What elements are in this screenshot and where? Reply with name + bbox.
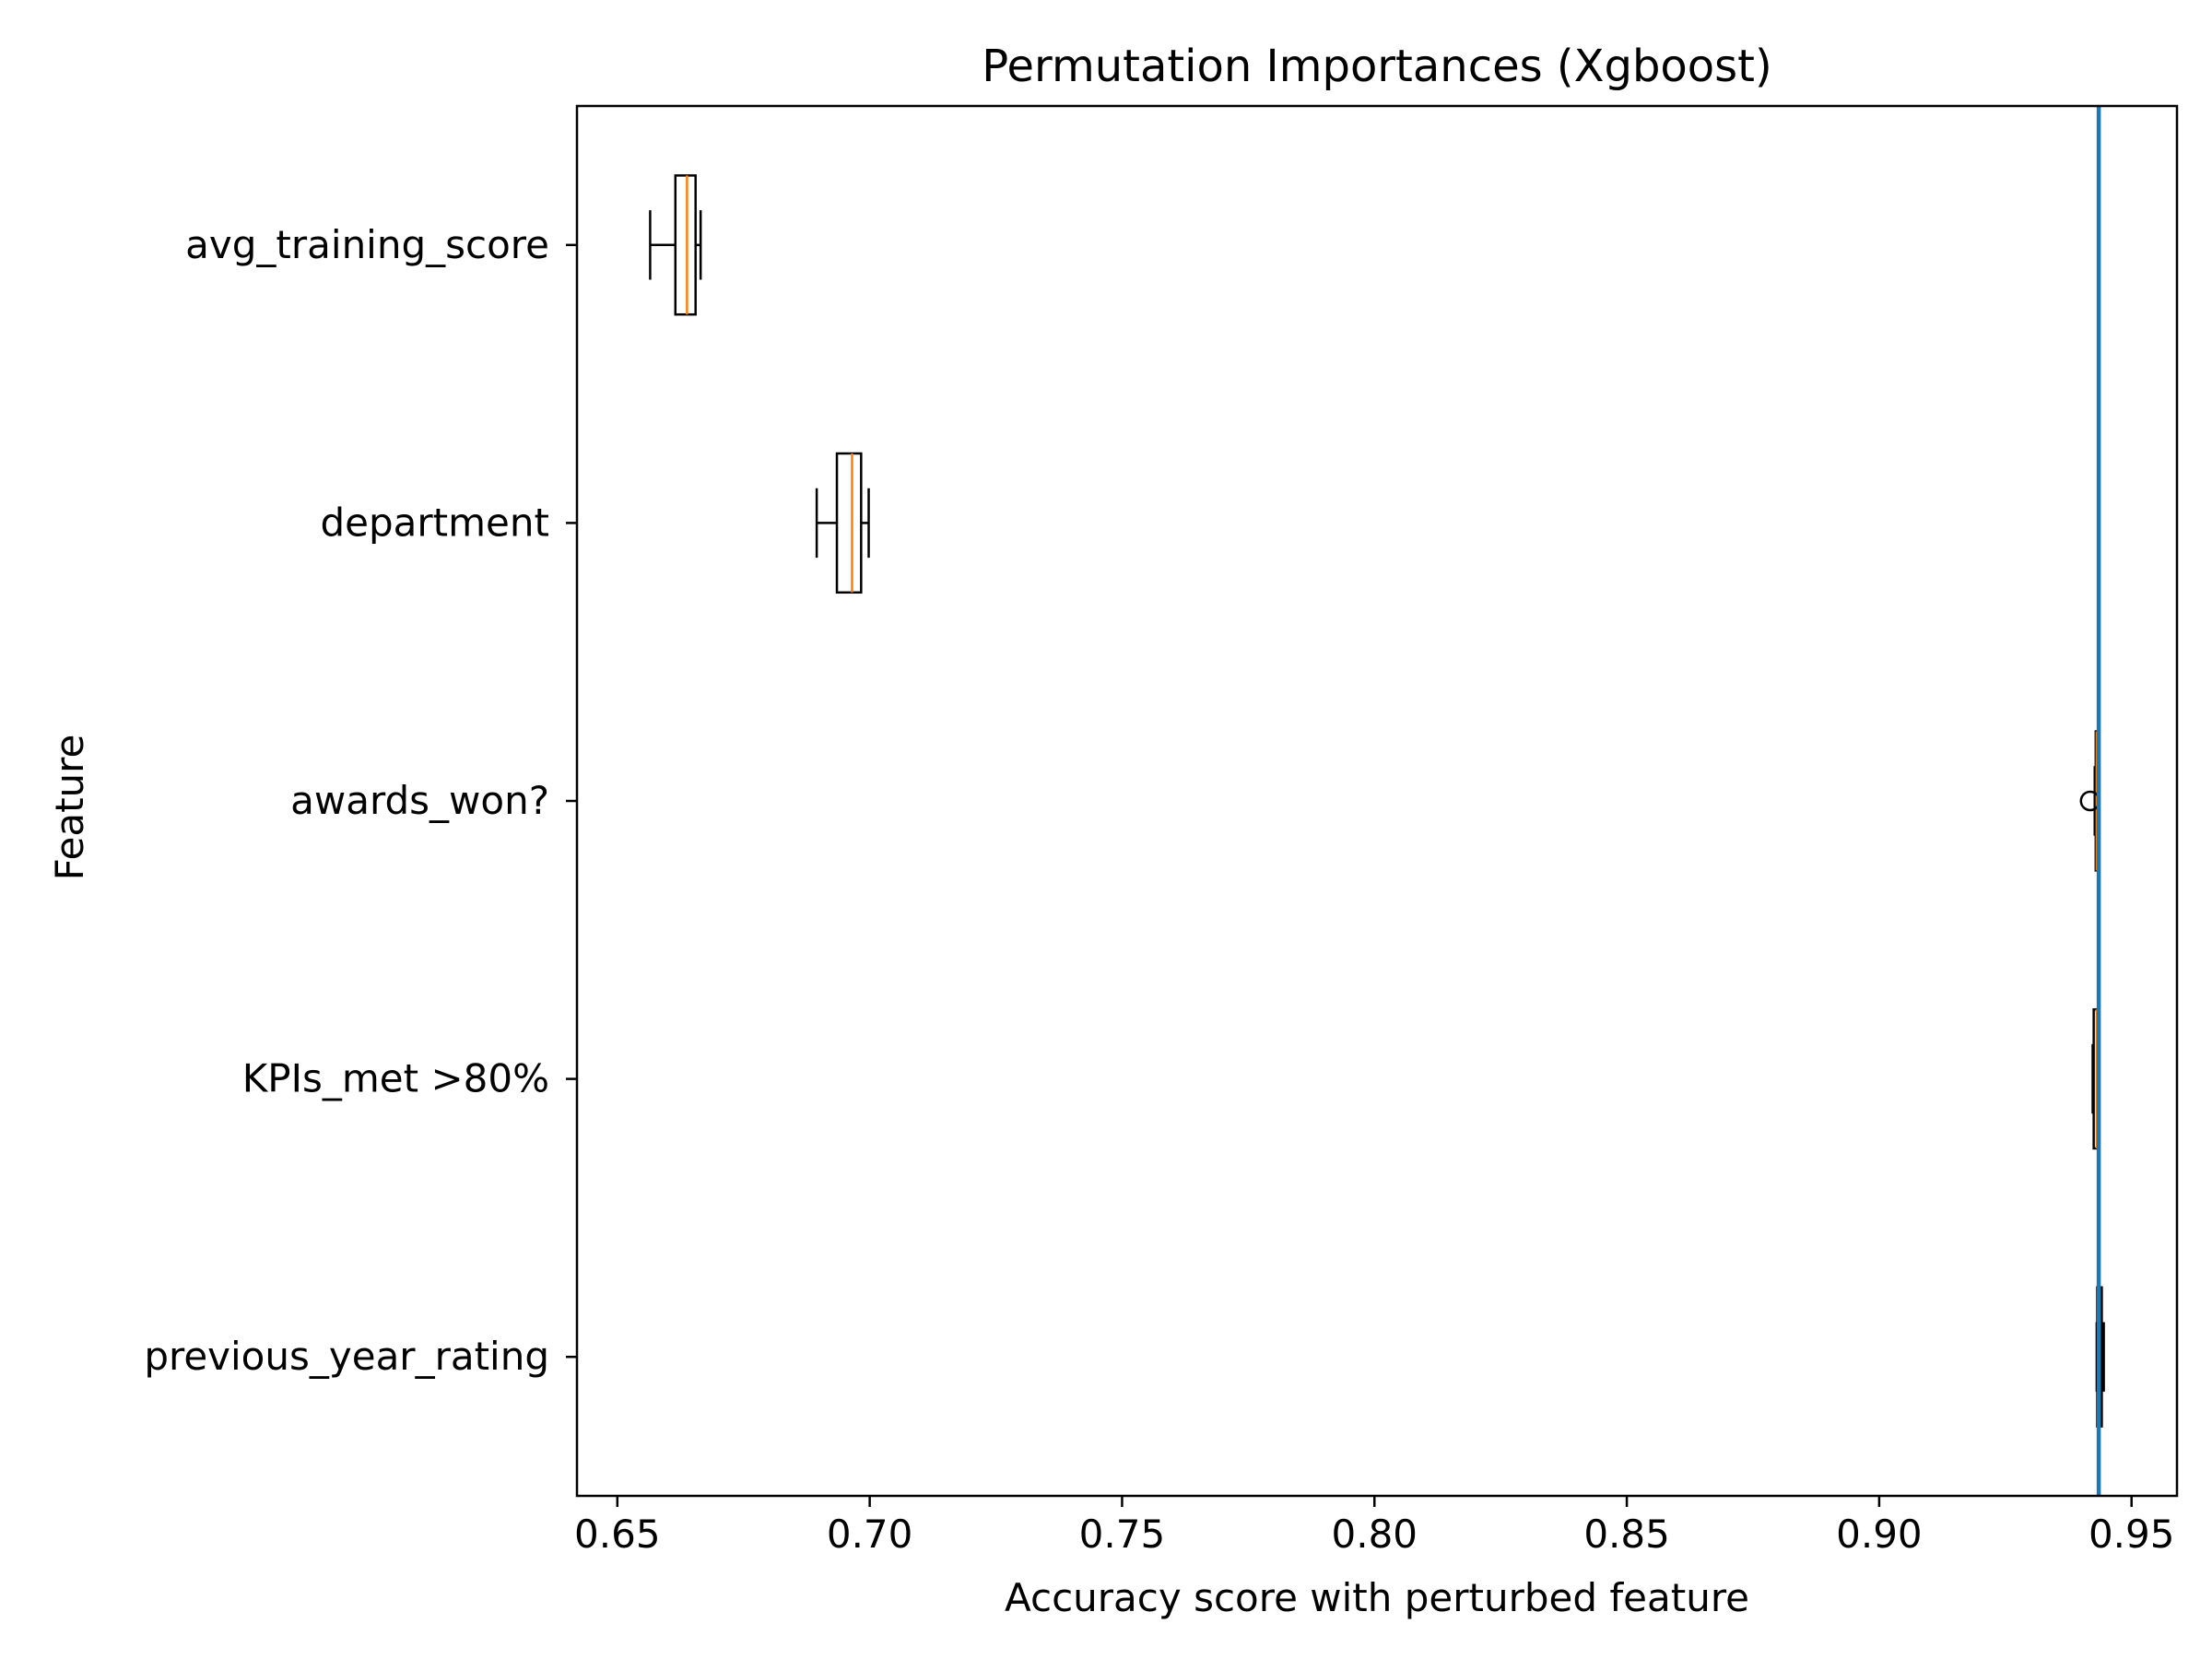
x-tick-label: 0.65 bbox=[574, 1512, 661, 1557]
x-tick-label: 0.70 bbox=[827, 1512, 913, 1557]
axis-ticks: 0.65 0.70 0.75 0.80 0.85 0.90 0.95 avg_training… bbox=[144, 222, 2174, 1557]
chart-title: Permutation Importances (Xgboost) bbox=[982, 41, 1771, 92]
x-axis-label: Accuracy score with perturbed feature bbox=[1005, 1575, 1749, 1620]
x-tick-label: 0.90 bbox=[1836, 1512, 1923, 1557]
box-group bbox=[815, 452, 870, 594]
box-group bbox=[2079, 730, 2101, 872]
y-tick-label: awards_won? bbox=[290, 778, 549, 823]
x-tick-label: 0.80 bbox=[1332, 1512, 1418, 1557]
x-tick-label: 0.75 bbox=[1079, 1512, 1166, 1557]
box-iqr bbox=[835, 452, 863, 594]
y-axis-label: Feature bbox=[47, 735, 92, 881]
y-tick-label: department bbox=[321, 500, 549, 545]
y-tick-label: KPIs_met >80% bbox=[242, 1056, 549, 1101]
y-tick-label: previous_year_rating bbox=[144, 1334, 549, 1379]
x-tick-label: 0.95 bbox=[2088, 1512, 2175, 1557]
plot-frame bbox=[575, 104, 2179, 1498]
box-group bbox=[649, 174, 702, 316]
box-iqr bbox=[674, 174, 697, 316]
x-tick-label: 0.85 bbox=[1583, 1512, 1670, 1557]
plot-area bbox=[649, 106, 2105, 1496]
y-tick-label: avg_training_score bbox=[185, 222, 549, 267]
